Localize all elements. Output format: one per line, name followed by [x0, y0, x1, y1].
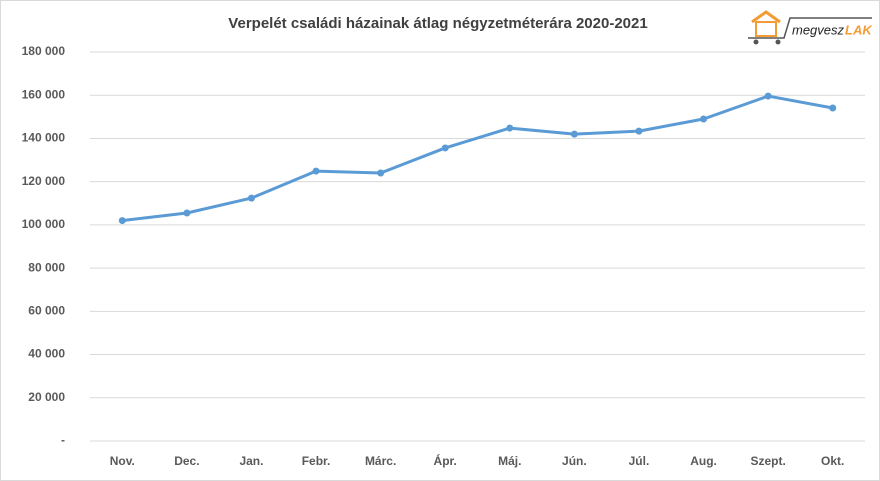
x-tick-label: Júl. — [629, 454, 650, 468]
y-tick-label: 40 000 — [28, 347, 65, 361]
y-tick-label: 120 000 — [22, 174, 66, 188]
x-tick-label: Jan. — [239, 454, 263, 468]
logo-wheel — [775, 39, 781, 45]
y-tick-label: 20 000 — [28, 390, 65, 404]
point — [570, 130, 578, 138]
x-tick-label: Febr. — [302, 454, 331, 468]
logo-accent: LAK — [845, 22, 873, 37]
y-tick-label: 100 000 — [22, 217, 66, 231]
chart-title: Verpelét családi házainak átlag négyzetm… — [228, 15, 647, 32]
x-tick-label: Okt. — [821, 454, 844, 468]
logo-wheel — [753, 39, 759, 45]
logo: megvesz LAK — [748, 10, 873, 45]
x-tick-label: Szept. — [750, 454, 785, 468]
point — [700, 115, 708, 123]
x-tick-label: Ápr. — [434, 453, 457, 468]
point — [312, 167, 320, 175]
point — [635, 127, 643, 135]
y-tick-label: 180 000 — [22, 44, 66, 58]
point — [764, 92, 772, 100]
x-tick-label: Nov. — [110, 454, 135, 468]
point — [377, 169, 385, 177]
x-tick-label: Márc. — [365, 454, 396, 468]
logo-brand: megvesz — [792, 22, 845, 37]
y-tick-label: 160 000 — [22, 87, 66, 101]
x-tick-label: Dec. — [174, 454, 199, 468]
point — [247, 194, 255, 202]
logo-cart — [748, 17, 872, 39]
point — [441, 144, 449, 152]
x-tick-label: Aug. — [690, 454, 717, 468]
point — [118, 217, 126, 225]
x-tick-label: Máj. — [498, 454, 521, 468]
x-tick-label: Jún. — [562, 454, 587, 468]
y-tick-label: 140 000 — [22, 131, 66, 145]
line — [122, 94, 833, 223]
y-tick-label: - — [61, 433, 65, 447]
logo-house — [755, 21, 777, 37]
point — [506, 124, 514, 132]
point — [183, 209, 191, 217]
y-tick-label: 80 000 — [28, 260, 65, 274]
logo-roof — [751, 10, 781, 24]
y-tick-label: 60 000 — [28, 304, 65, 318]
point — [829, 104, 837, 112]
